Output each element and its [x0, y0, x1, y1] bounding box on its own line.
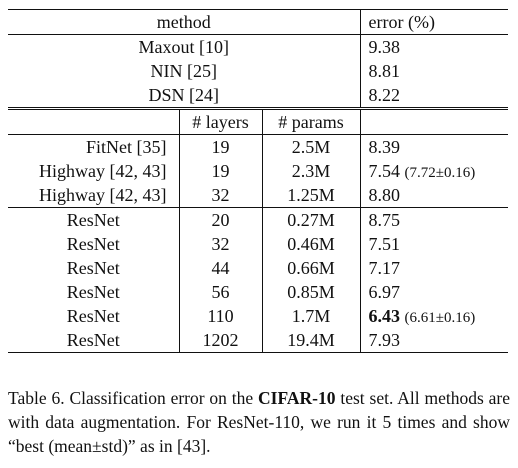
params-cell: 1.7M: [262, 304, 361, 328]
method-cell: ResNet: [8, 328, 180, 353]
error-cell: 7.51: [360, 232, 508, 256]
method-cell: Maxout [10]: [8, 34, 361, 59]
subheader-error-blank: [360, 107, 509, 135]
params-cell: 0.66M: [262, 256, 361, 280]
method-cell: Highway [42, 43]: [8, 183, 180, 208]
subheader-layers: # layers: [179, 107, 263, 135]
method-cell: DSN [24]: [8, 83, 361, 109]
method-cell: ResNet: [8, 280, 180, 304]
layers-cell: 32: [179, 183, 263, 208]
error-cell: 9.38: [368, 37, 401, 57]
header-method: method: [8, 9, 361, 35]
method-cell: Highway [42, 43]: [8, 159, 180, 183]
error-cell: 8.81: [368, 61, 401, 81]
params-cell: 0.85M: [262, 280, 361, 304]
table-row: NIN [25] 8.81: [8, 59, 508, 83]
method-cell: FitNet [35]: [8, 134, 180, 159]
error-value-best: 6.43: [368, 305, 401, 326]
results-table-container: method error (%) Maxout [10] 9.38 NIN [2…: [8, 9, 509, 353]
error-cell: 6.97: [360, 280, 508, 304]
error-mean-std: (6.61±0.16): [404, 309, 476, 326]
table-row: ResNet 56 0.85M 6.97: [8, 280, 508, 304]
layers-cell: 19: [179, 159, 263, 183]
layers-cell: 1202: [179, 328, 263, 353]
header-error: error (%): [360, 9, 509, 35]
table-row: ResNet 110 1.7M 6.43 (6.61±0.16): [8, 304, 508, 328]
layers-cell: 19: [179, 134, 263, 159]
table-row: ResNet 1202 19.4M 7.93: [8, 328, 509, 353]
table-row: FitNet [35] 19 2.5M 8.39: [8, 134, 509, 159]
table-row: ResNet 44 0.66M 7.17: [8, 256, 508, 280]
method-cell: ResNet: [8, 304, 180, 328]
error-cell: 8.22: [368, 85, 401, 105]
table-row: Highway [42, 43] 32 1.25M 8.80: [8, 183, 508, 208]
error-cell: 8.80: [360, 183, 508, 208]
error-value: 8.75: [368, 210, 401, 230]
table-row: DSN [24] 8.22: [8, 83, 508, 109]
error-value: 7.51: [368, 234, 401, 254]
cifar10-results-table: method error (%) Maxout [10] 9.38 NIN [2…: [8, 9, 509, 353]
params-cell: 2.3M: [262, 159, 361, 183]
layers-cell: 20: [179, 207, 263, 232]
caption-label: Table 6.: [8, 388, 65, 408]
table-row: Maxout [10] 9.38: [8, 34, 508, 59]
table-subheader-row: # layers # params: [8, 107, 509, 135]
error-value: 8.39: [368, 137, 401, 157]
params-cell: 0.46M: [262, 232, 361, 256]
subheader-params: # params: [262, 107, 361, 135]
layers-cell: 56: [179, 280, 263, 304]
layers-cell: 32: [179, 232, 263, 256]
caption-dataset: CIFAR-10: [258, 388, 336, 408]
error-cell: 7.54 (7.72±0.16): [360, 159, 508, 183]
error-value: 7.54: [368, 160, 401, 181]
error-cell: 8.39: [360, 134, 509, 159]
error-value: 6.97: [368, 282, 401, 302]
error-cell: 6.43 (6.61±0.16): [360, 304, 508, 328]
table-row: ResNet 20 0.27M 8.75: [8, 207, 509, 232]
method-cell: ResNet: [8, 207, 180, 232]
table-row: ResNet 32 0.46M 7.51: [8, 232, 508, 256]
table-header-row: method error (%): [8, 9, 509, 35]
method-cell: NIN [25]: [8, 59, 361, 83]
method-cell: ResNet: [8, 256, 180, 280]
subheader-blank: [8, 107, 180, 135]
method-cell: ResNet: [8, 232, 180, 256]
layers-cell: 110: [179, 304, 263, 328]
error-value: 7.93: [368, 330, 401, 350]
caption-text-after: test set. All methods are with data augm…: [8, 388, 510, 456]
table-caption: Table 6. Classification error on the CIF…: [8, 386, 510, 458]
table-row: Highway [42, 43] 19 2.3M 7.54 (7.72±0.16…: [8, 159, 508, 183]
params-cell: 2.5M: [262, 134, 361, 159]
error-cell: 7.93: [360, 328, 509, 353]
params-cell: 19.4M: [262, 328, 361, 353]
params-cell: 0.27M: [262, 207, 361, 232]
error-value: 8.80: [368, 185, 401, 205]
params-cell: 1.25M: [262, 183, 361, 208]
error-cell: 7.17: [360, 256, 508, 280]
error-value: 7.17: [368, 258, 401, 278]
layers-cell: 44: [179, 256, 263, 280]
caption-text-before: Classification error on the: [64, 388, 259, 408]
error-cell: 8.75: [360, 207, 509, 232]
error-mean-std: (7.72±0.16): [404, 164, 476, 181]
